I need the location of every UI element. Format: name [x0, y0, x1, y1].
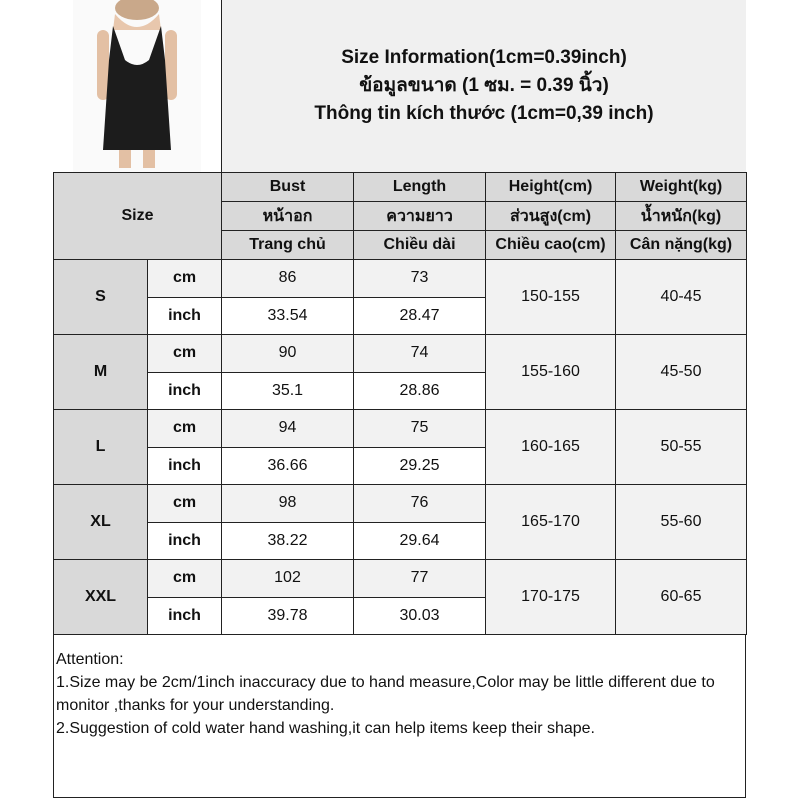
size-table: Size Bust Length Height(cm) Weight(kg) ห… — [52, 172, 748, 635]
header-weight: Weight(kg) — [615, 172, 748, 202]
length-cm: 75 — [353, 409, 487, 448]
bust-inch: 33.54 — [221, 296, 355, 335]
bust-cm: 102 — [221, 559, 355, 598]
size-row-inch: inch 39.78 30.03 — [54, 596, 747, 635]
header-height-thai: ส่วนสูง(cm) — [485, 201, 617, 231]
unit-cm: cm — [146, 484, 223, 523]
length-cm: 74 — [353, 334, 487, 373]
length-inch: 28.47 — [353, 296, 487, 335]
weight-range: 45-50 — [615, 334, 748, 410]
height-range: 155-160 — [485, 334, 617, 410]
product-photo — [53, 0, 221, 172]
weight-range: 55-60 — [615, 484, 748, 560]
length-cm: 77 — [353, 559, 487, 598]
weight-range: 40-45 — [615, 259, 748, 335]
size-row-cm: M cm 90 74 155-160 45-50 — [53, 334, 748, 410]
height-range: 170-175 — [485, 559, 617, 635]
bust-cm: 98 — [221, 484, 355, 523]
unit-inch: inch — [146, 596, 223, 635]
height-range: 160-165 — [485, 409, 617, 485]
header-bust-thai: หน้าอก — [221, 201, 355, 231]
header-weight-vi: Cân nặng(kg) — [615, 230, 748, 260]
length-inch: 30.03 — [353, 596, 487, 635]
bust-inch: 36.66 — [221, 446, 355, 485]
bust-cm: 94 — [221, 409, 355, 448]
size-row-cm: S cm 86 73 150-155 40-45 — [53, 259, 748, 335]
length-inch: 29.64 — [353, 521, 487, 560]
size-information-title: Size Information(1cm=0.39inch) ข้อมูลขนา… — [221, 0, 746, 172]
weight-range: 50-55 — [615, 409, 748, 485]
header-row-thai: หน้าอก ความยาว ส่วนสูง(cm) น้ำหนัก(kg) — [54, 201, 748, 231]
header-height-vi: Chiều cao(cm) — [485, 230, 617, 260]
attention-heading: Attention: — [56, 651, 124, 668]
unit-cm: cm — [146, 409, 223, 448]
size-label: XL — [53, 484, 148, 560]
bust-inch: 38.22 — [221, 521, 355, 560]
header-length-thai: ความยาว — [353, 201, 487, 231]
unit-inch: inch — [146, 296, 223, 335]
length-inch: 29.25 — [353, 446, 487, 485]
unit-inch: inch — [146, 371, 223, 410]
weight-range: 60-65 — [615, 559, 748, 635]
title-thai: ข้อมูลขนาด (1 ซม. = 0.39 นิ้ว) — [359, 75, 609, 96]
size-label: L — [53, 409, 148, 485]
size-row-cm: XXL cm 102 77 170-175 60-65 — [53, 559, 748, 635]
length-cm: 73 — [353, 259, 487, 298]
size-label: S — [53, 259, 148, 335]
length-inch: 28.86 — [353, 371, 487, 410]
length-cm: 76 — [353, 484, 487, 523]
height-range: 150-155 — [485, 259, 617, 335]
size-label: M — [53, 334, 148, 410]
header-row-english: Size Bust Length Height(cm) Weight(kg) — [52, 172, 748, 260]
size-row-cm: L cm 94 75 160-165 50-55 — [53, 409, 748, 485]
header-bust: Bust — [221, 172, 355, 202]
header-length: Length — [353, 172, 487, 202]
header-row-vietnamese: Trang chủ Chiều dài Chiều cao(cm) Cân nặ… — [54, 230, 748, 260]
bust-inch: 39.78 — [221, 596, 355, 635]
title-vietnamese: Thông tin kích thước (1cm=0,39 inch) — [314, 103, 654, 124]
bust-inch: 35.1 — [221, 371, 355, 410]
header-height: Height(cm) — [485, 172, 617, 202]
size-row-inch: inch 38.22 29.64 — [54, 521, 747, 560]
unit-cm: cm — [146, 259, 223, 298]
bust-cm: 86 — [221, 259, 355, 298]
bust-cm: 90 — [221, 334, 355, 373]
header-bust-vi: Trang chủ — [221, 230, 355, 260]
size-label: XXL — [53, 559, 148, 635]
unit-cm: cm — [146, 334, 223, 373]
unit-inch: inch — [146, 446, 223, 485]
title-english: Size Information(1cm=0.39inch) — [341, 47, 627, 68]
size-row-inch: inch 35.1 28.86 — [54, 371, 747, 410]
unit-inch: inch — [146, 521, 223, 560]
size-row-cm: XL cm 98 76 165-170 55-60 — [53, 484, 748, 560]
attention-note-2: 2.Suggestion of cold water hand washing,… — [56, 720, 595, 737]
attention-notes: Attention: 1.Size may be 2cm/1inch inacc… — [53, 644, 746, 798]
unit-cm: cm — [146, 559, 223, 598]
dress-model-image — [73, 0, 201, 172]
height-range: 165-170 — [485, 484, 617, 560]
header-weight-thai: น้ำหนัก(kg) — [615, 201, 748, 231]
attention-note-1: 1.Size may be 2cm/1inch inaccuracy due t… — [56, 674, 715, 714]
size-row-inch: inch 36.66 29.25 — [54, 446, 747, 485]
header-length-vi: Chiều dài — [353, 230, 487, 260]
size-header: Size — [52, 172, 223, 260]
